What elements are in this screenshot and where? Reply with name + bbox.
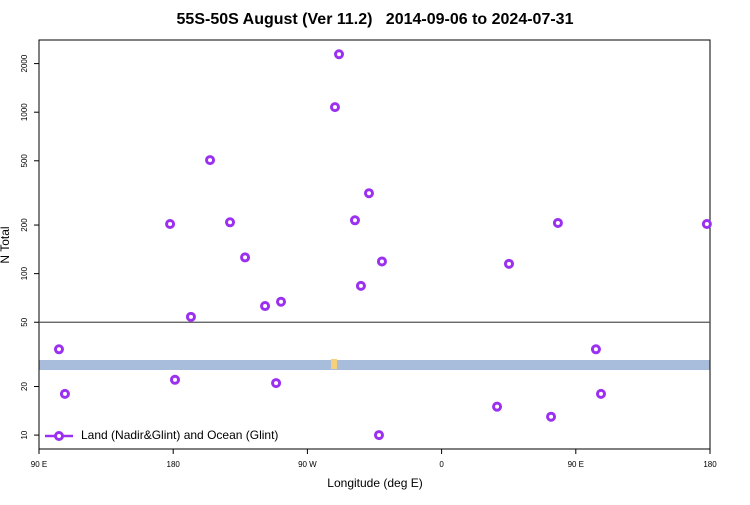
y-tick-label: 500 [20,154,29,168]
point [59,388,70,399]
point [334,49,345,60]
point [349,215,360,226]
chart-title: 55S-50S August (Ver 11.2) 2014-09-06 to … [177,11,574,28]
plot-frame [38,39,711,450]
legend-marker [54,431,64,441]
x-tick-label: 90 E [568,460,584,469]
point [546,411,557,422]
y-tick-label: 1000 [20,103,29,121]
x-tick-label: 180 [167,460,181,469]
point [503,258,514,269]
point [225,217,236,228]
point [271,378,282,389]
point [329,102,340,113]
point [240,252,251,263]
land-patch [331,359,337,369]
y-tick-label: 100 [20,266,29,280]
y-tick-label: 2000 [20,54,29,72]
y-axis-label: N Total [0,226,12,263]
point [373,430,384,441]
point [552,217,563,228]
land-strip [39,360,710,370]
point [169,374,180,385]
y-tick-label: 200 [20,218,29,232]
point [165,218,176,229]
x-tick-label: 180 [703,460,717,469]
x-tick-label: 90 W [298,460,317,469]
point [595,388,606,399]
point [185,311,196,322]
legend-label: Land (Nadir&Glint) and Ocean (Glint) [81,428,278,442]
point [701,218,712,229]
y-tick-label: 20 [20,381,29,390]
point [53,344,64,355]
x-axis-label: Longitude (deg E) [327,476,422,490]
point [590,344,601,355]
point [376,256,387,267]
point [205,155,216,166]
y-tick-label: 10 [20,430,29,439]
point [355,280,366,291]
x-tick-label: 90 E [31,460,47,469]
point [260,301,271,312]
point [363,188,374,199]
x-tick-label: 0 [439,460,444,469]
point [492,401,503,412]
point [276,296,287,307]
y-tick-label: 50 [20,317,29,326]
